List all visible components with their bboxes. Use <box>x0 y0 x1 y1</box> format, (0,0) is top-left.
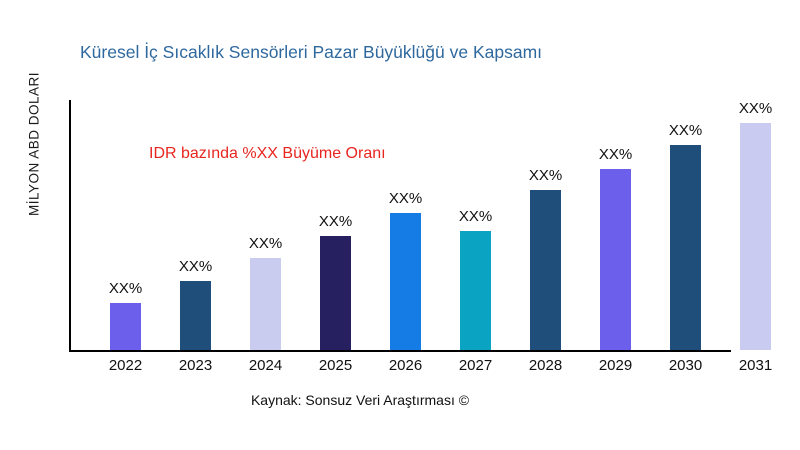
x-axis <box>69 350 731 352</box>
x-tick-label: 2022 <box>108 357 143 374</box>
bar-value-label: XX% <box>668 122 703 139</box>
bar-value-label: XX% <box>318 213 353 230</box>
bar-2024 <box>250 258 281 350</box>
bar-2027 <box>460 231 491 350</box>
bar-column-2030: XX% 2030 <box>651 100 721 374</box>
bar-column-2027: XX% 2027 <box>441 100 511 374</box>
growth-rate-annotation: IDR bazında %XX Büyüme Oranı <box>149 145 386 162</box>
bar-column-2028: XX% 2028 <box>511 100 581 374</box>
x-tick-label: 2023 <box>178 357 213 374</box>
bar-2023 <box>180 281 211 350</box>
x-tick-label: 2031 <box>738 357 773 374</box>
bar-column-2022: XX% 2022 <box>91 100 161 374</box>
x-tick-label: 2028 <box>528 357 563 374</box>
bar-value-label: XX% <box>388 190 423 207</box>
bar-value-label: XX% <box>458 208 493 225</box>
bar-value-label: XX% <box>528 167 563 184</box>
bar-column-2026: XX% 2026 <box>371 100 441 374</box>
x-tick-label: 2029 <box>598 357 633 374</box>
bar-column-2025: XX% 2025 <box>301 100 371 374</box>
x-tick-label: 2025 <box>318 357 353 374</box>
bar-column-2029: XX% 2029 <box>581 100 651 374</box>
bar-value-label: XX% <box>108 280 143 297</box>
x-tick-label: 2026 <box>388 357 423 374</box>
bar-column-2023: XX% 2023 <box>161 100 231 374</box>
plot-area: XX% 2022 XX% 2023 XX% 2024 XX% 2025 XX% 2026 XX% 20… <box>69 100 800 374</box>
bar-2031 <box>740 123 771 350</box>
bar-2028 <box>530 190 561 350</box>
bar-value-label: XX% <box>178 258 213 275</box>
bar-2022 <box>110 303 141 350</box>
x-tick-label: 2024 <box>248 357 283 374</box>
bar-value-label: XX% <box>598 146 633 163</box>
bar-value-label: XX% <box>738 100 773 117</box>
bar-2025 <box>320 236 351 350</box>
bar-2030 <box>670 145 701 350</box>
chart-title: Küresel İç Sıcaklık Sensörleri Pazar Büy… <box>80 42 543 62</box>
x-tick-label: 2030 <box>668 357 703 374</box>
x-tick-label: 2027 <box>458 357 493 374</box>
source-caption: Kaynak: Sonsuz Veri Araştırması © <box>250 392 470 408</box>
y-axis <box>69 100 71 352</box>
bar-column-2024: XX% 2024 <box>231 100 301 374</box>
bar-2026 <box>390 213 421 350</box>
y-axis-label: MİLYON ABD DOLARI <box>26 71 42 217</box>
bar-column-2031: XX% 2031 <box>721 100 791 374</box>
bar-value-label: XX% <box>248 235 283 252</box>
bar-2029 <box>600 169 631 350</box>
